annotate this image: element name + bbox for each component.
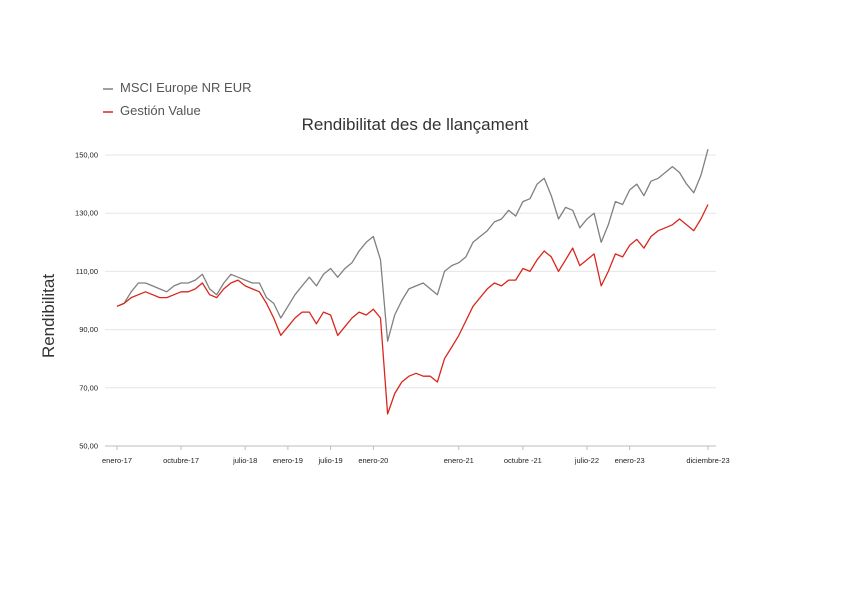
chart-title: Rendibilitat des de llançament: [302, 115, 529, 134]
y-tick-label: 70,00: [79, 383, 98, 392]
y-tick-label: 150,00: [75, 151, 98, 160]
legend-item-msci: MSCI Europe NR EUR: [103, 80, 251, 95]
legend: MSCI Europe NR EUR Gestión Value: [103, 80, 251, 118]
grid: [105, 154, 716, 389]
x-ticks: enero-17 octubre-17 julio-18 enero-19 julio-…: [102, 446, 730, 465]
x-tick-label: enero-21: [444, 456, 474, 465]
x-tick-label: julio-19: [318, 456, 343, 465]
legend-label-msci: MSCI Europe NR EUR: [120, 80, 251, 95]
series-group: [116, 149, 709, 415]
y-tick-label: 130,00: [75, 209, 98, 218]
x-tick-label: octubre-17: [163, 456, 199, 465]
legend-item-gestion-value: Gestión Value: [103, 103, 201, 118]
x-tick-label: julio-22: [574, 456, 599, 465]
x-tick-label: enero-17: [102, 456, 132, 465]
y-tick-label: 110,00: [76, 267, 98, 276]
x-tick-label: diciembre-23: [686, 456, 729, 465]
series-line-msci: [116, 149, 709, 342]
y-tick-label: 50,00: [79, 442, 98, 451]
series-line-gestion-value: [116, 204, 709, 415]
y-tick-label: 90,00: [79, 325, 98, 334]
y-ticks: 50,00 70,00 90,00 110,00 130,00 150,00: [75, 151, 98, 451]
y-axis-label: Rendibilitat: [39, 274, 58, 358]
legend-label-gestion-value: Gestión Value: [120, 103, 201, 118]
x-tick-label: octubre -21: [504, 456, 542, 465]
x-tick-label: julio-18: [232, 456, 257, 465]
x-tick-label: enero-20: [358, 456, 388, 465]
x-tick-label: enero-19: [273, 456, 303, 465]
x-tick-label: enero-23: [615, 456, 645, 465]
